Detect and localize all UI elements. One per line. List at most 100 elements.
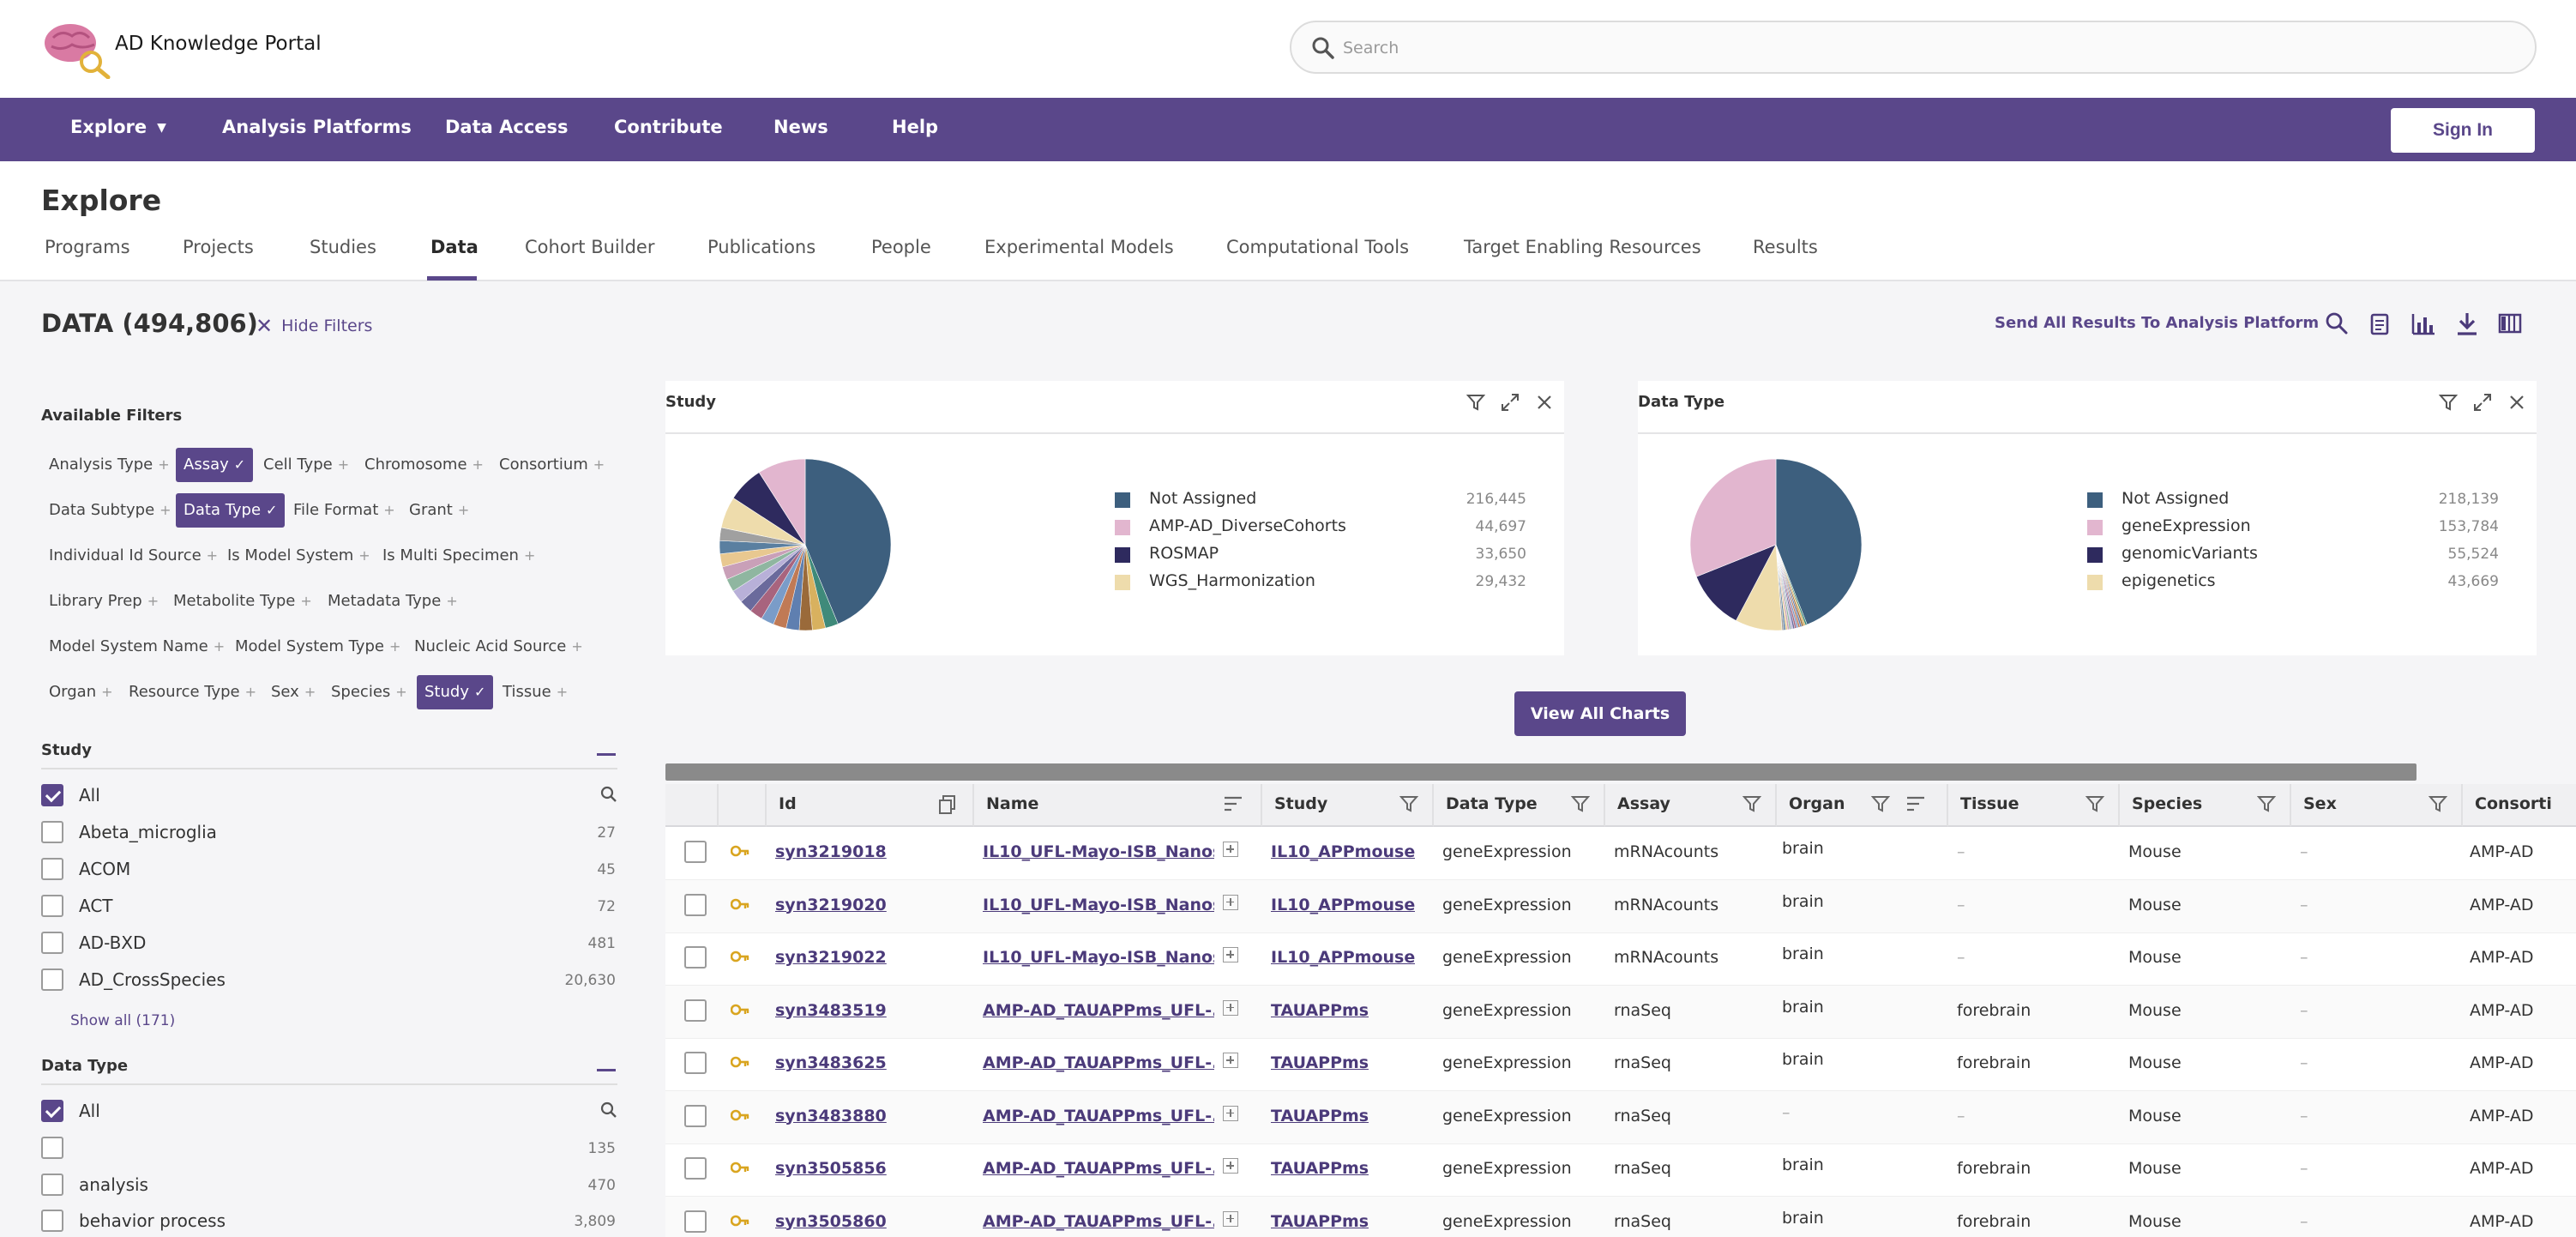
row-checkbox[interactable]	[684, 841, 707, 863]
nav-explore[interactable]: Explore ▼	[70, 117, 166, 137]
expand-name-icon[interactable]	[1223, 894, 1238, 910]
horizontal-scrollbar[interactable]	[665, 763, 2417, 781]
key-icon[interactable]	[731, 1055, 749, 1069]
column-header-species[interactable]: Species	[2120, 784, 2291, 827]
study-option[interactable]: ACT 72	[41, 891, 617, 920]
collapse-datatype-filter-button[interactable]	[597, 1069, 616, 1071]
column-header-id[interactable]: Id	[767, 784, 974, 827]
study-option[interactable]: AD-BXD 481	[41, 928, 617, 957]
row-checkbox[interactable]	[684, 1104, 707, 1127]
checkbox[interactable]	[41, 1137, 63, 1159]
facet-library-prep[interactable]: Library Prep +	[41, 584, 166, 618]
study-option[interactable]: AD_CrossSpecies 20,630	[41, 965, 617, 994]
checkbox[interactable]	[41, 821, 63, 843]
facet-grant[interactable]: Grant +	[401, 493, 477, 528]
tab-results[interactable]: Results	[1753, 237, 1818, 257]
cell-study[interactable]: TAUAPPms	[1271, 1106, 1369, 1125]
facet-model-system-name[interactable]: Model System Name +	[41, 630, 232, 664]
checkbox[interactable]	[41, 1210, 63, 1232]
cell-study[interactable]: IL10_APPmouse	[1271, 948, 1416, 967]
nav-contribute[interactable]: Contribute	[614, 117, 723, 137]
expand-icon[interactable]	[2473, 393, 2492, 412]
pie-slice[interactable]	[1695, 544, 1777, 621]
datatype-option[interactable]: analysis 470	[41, 1170, 617, 1199]
column-header-consortium[interactable]: Consorti	[2463, 784, 2576, 827]
legend-item[interactable]: genomicVariants 55,524	[2087, 544, 2516, 564]
datatype-option-all[interactable]: All	[41, 1096, 617, 1125]
tab-data[interactable]: Data	[430, 237, 478, 257]
expand-name-icon[interactable]	[1223, 1105, 1238, 1121]
table-row[interactable]: syn3505860 AMP-AD_TAUAPPms_UFL-... TAUAPPm…	[665, 1196, 2576, 1237]
datatype-pie-chart[interactable]	[1686, 455, 1866, 635]
app-name[interactable]: AD Knowledge Portal	[115, 33, 322, 55]
filter-icon[interactable]	[2429, 794, 2447, 813]
search-box[interactable]	[1290, 21, 2537, 74]
datatype-option[interactable]: behavior process 3,809	[41, 1206, 617, 1235]
show-all-studies-link[interactable]: Show all (171)	[70, 1012, 176, 1029]
study-option[interactable]: Abeta_microglia 27	[41, 818, 617, 847]
cell-study[interactable]: TAUAPPms	[1271, 1159, 1369, 1178]
facet-model-system-type[interactable]: Model System Type +	[227, 630, 408, 664]
facet-file-format[interactable]: File Format +	[286, 493, 403, 528]
cell-id[interactable]: syn3505860	[775, 1211, 887, 1231]
row-checkbox[interactable]	[684, 999, 707, 1022]
legend-item[interactable]: ROSMAP 33,650	[1115, 544, 1544, 564]
checkbox[interactable]	[41, 895, 63, 917]
table-row[interactable]: syn3219020 IL10_UFL-Mayo-ISB_Nanos... IL10…	[665, 879, 2576, 933]
table-row[interactable]: syn3483880 AMP-AD_TAUAPPms_UFL-... TAUAPPm…	[665, 1090, 2576, 1144]
row-checkbox[interactable]	[684, 1052, 707, 1074]
column-header-organ[interactable]: Organ	[1777, 784, 1948, 827]
search-icon[interactable]	[600, 786, 617, 803]
columns-icon[interactable]	[2497, 311, 2523, 336]
key-icon[interactable]	[731, 1214, 749, 1228]
facet-metabolite-type[interactable]: Metabolite Type +	[166, 584, 320, 618]
facet-is-model-system[interactable]: Is Model System +	[220, 539, 378, 573]
nav-help[interactable]: Help	[892, 117, 939, 137]
bar-chart-icon[interactable]	[2410, 311, 2436, 336]
filter-icon[interactable]	[1571, 794, 1590, 813]
checkbox[interactable]	[41, 968, 63, 991]
tab-target-enabling-resources[interactable]: Target Enabling Resources	[1464, 237, 1701, 257]
study-option-all[interactable]: All	[41, 781, 617, 810]
cell-id[interactable]: syn3219022	[775, 948, 887, 967]
cell-name[interactable]: AMP-AD_TAUAPPms_UFL-...	[983, 1159, 1214, 1178]
legend-item[interactable]: Not Assigned 216,445	[1115, 489, 1544, 510]
legend-item[interactable]: geneExpression 153,784	[2087, 516, 2516, 537]
sign-in-button[interactable]: Sign In	[2391, 108, 2535, 153]
checkbox[interactable]	[41, 1100, 63, 1122]
nav-news[interactable]: News	[773, 117, 828, 137]
view-all-charts-button[interactable]: View All Charts	[1514, 691, 1686, 736]
tab-people[interactable]: People	[871, 237, 931, 257]
clipboard-icon[interactable]	[2367, 311, 2392, 336]
pie-slice[interactable]	[1689, 458, 1777, 577]
column-header-study[interactable]: Study	[1262, 784, 1434, 827]
tab-studies[interactable]: Studies	[310, 237, 376, 257]
expand-icon[interactable]	[1501, 393, 1520, 412]
legend-item[interactable]: Not Assigned 218,139	[2087, 489, 2516, 510]
facet-nucleic-acid-source[interactable]: Nucleic Acid Source +	[406, 630, 591, 664]
key-icon[interactable]	[731, 950, 749, 963]
column-header-name[interactable]: Name	[974, 784, 1262, 827]
collapse-study-filter-button[interactable]	[597, 753, 616, 756]
filter-icon[interactable]	[2085, 794, 2104, 813]
study-option[interactable]: ACOM 45	[41, 854, 617, 884]
tab-computational-tools[interactable]: Computational Tools	[1226, 237, 1410, 257]
cell-id[interactable]: syn3219020	[775, 895, 887, 914]
row-checkbox[interactable]	[684, 1210, 707, 1233]
column-header-sex[interactable]: Sex	[2291, 784, 2463, 827]
facet-assay[interactable]: Assay ✓	[176, 448, 254, 482]
cell-id[interactable]: syn3505856	[775, 1159, 887, 1178]
column-header-assay[interactable]: Assay	[1605, 784, 1777, 827]
close-icon[interactable]	[2507, 393, 2526, 412]
facet-tissue[interactable]: Tissue +	[495, 675, 575, 709]
expand-name-icon[interactable]	[1223, 947, 1238, 962]
cell-study[interactable]: TAUAPPms	[1271, 1000, 1369, 1020]
sort-icon[interactable]	[1223, 794, 1243, 813]
cell-id[interactable]: syn3483625	[775, 1053, 887, 1072]
cell-id[interactable]: syn3219018	[775, 842, 887, 861]
tab-cohort-builder[interactable]: Cohort Builder	[525, 237, 655, 257]
facet-cell-type[interactable]: Cell Type +	[256, 448, 357, 482]
key-icon[interactable]	[731, 897, 749, 911]
column-header-tissue[interactable]: Tissue	[1948, 784, 2120, 827]
key-icon[interactable]	[731, 1003, 749, 1017]
